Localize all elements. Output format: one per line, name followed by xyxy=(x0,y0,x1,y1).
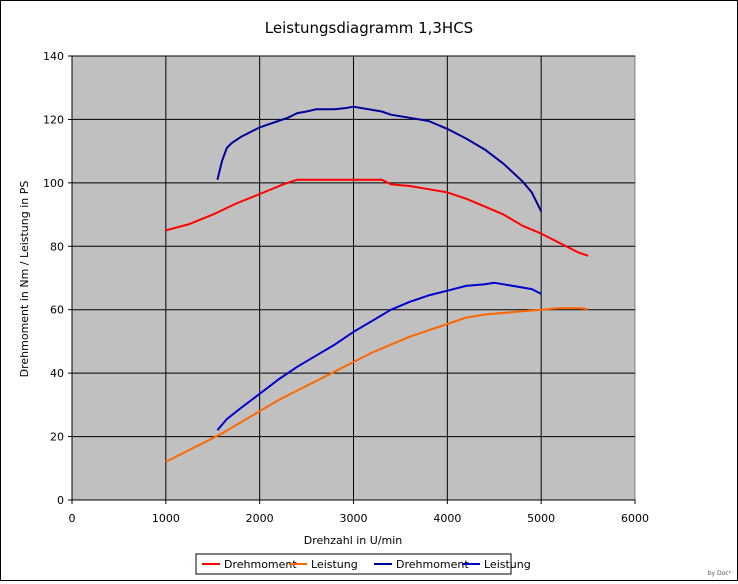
y-axis-label: Drehmoment in Nm / Leistung in PS xyxy=(18,181,31,378)
x-tick-label: 1000 xyxy=(152,512,180,525)
x-tick-label: 5000 xyxy=(527,512,555,525)
legend-label: Leistung xyxy=(311,558,358,571)
series-line-2 xyxy=(165,307,589,463)
y-tick-label: 120 xyxy=(43,113,64,126)
y-tick-label: 40 xyxy=(50,367,64,380)
y-tick-label: 80 xyxy=(50,240,64,253)
legend-label: Drehmoment xyxy=(224,558,297,571)
y-tick-label: 60 xyxy=(50,304,64,317)
credit-text: by Doc² xyxy=(708,570,732,577)
legend-label: Leistung xyxy=(484,558,531,571)
series-line-1 xyxy=(165,178,589,257)
gridlines xyxy=(72,55,635,500)
series-lines xyxy=(165,105,589,463)
legend: Drehmoment Leistung Drehmoment Leistung xyxy=(195,553,531,575)
x-tick-label: 3000 xyxy=(340,512,368,525)
x-tick-label: 6000 xyxy=(621,512,649,525)
legend-box xyxy=(195,553,512,575)
x-tick-label: 0 xyxy=(69,512,76,525)
series-line-3 xyxy=(216,105,543,212)
x-tick-label: 4000 xyxy=(433,512,461,525)
axes: 0 20 40 60 80 100 120 140 0 1000 2000 3000 4000 5000 6… xyxy=(43,50,649,525)
x-axis-label: Drehzahl in U/min xyxy=(304,534,403,547)
series-line-4 xyxy=(216,281,542,431)
y-tick-label: 100 xyxy=(43,177,64,190)
y-tick-label: 20 xyxy=(50,431,64,444)
chart-title: Leistungsdiagramm 1,3HCS xyxy=(265,19,473,37)
x-tick-label: 2000 xyxy=(246,512,274,525)
y-tick-label: 0 xyxy=(57,494,64,507)
y-tick-label: 140 xyxy=(43,50,64,63)
legend-label: Drehmoment xyxy=(396,558,469,571)
